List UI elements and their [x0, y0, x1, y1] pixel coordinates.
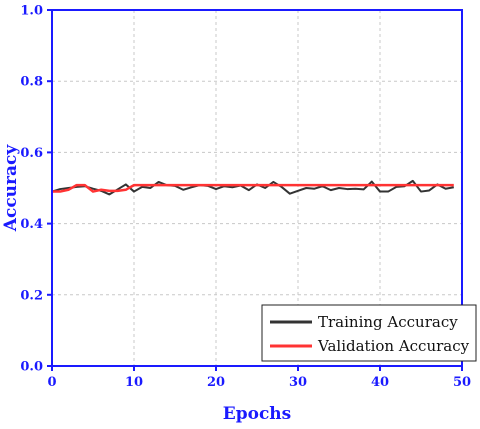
- y-axis-title: Accuracy: [1, 144, 21, 233]
- legend-label-validation: Validation Accuracy: [317, 337, 470, 355]
- y-tick-label: 0.2: [20, 288, 43, 303]
- y-tick-label: 0.6: [20, 146, 43, 161]
- series-line-validation: [52, 183, 454, 193]
- y-tick-label: 0.8: [20, 75, 43, 90]
- series-line-training: [51, 179, 454, 196]
- legend-label-training: Training Accuracy: [318, 313, 458, 331]
- x-tick-label: 40: [371, 375, 389, 390]
- x-tick-label: 30: [289, 375, 307, 390]
- legend: Training Accuracy Validation Accuracy: [261, 304, 477, 362]
- y-tick-label: 0.4: [20, 217, 43, 232]
- plot-frame: [51, 9, 463, 367]
- x-tick-label: 0: [47, 375, 56, 390]
- tick-layer: 0 10 20 30 40 50 0.0 0.2 0.4 0.6 0.8 1.0: [20, 4, 471, 391]
- legend-box: [261, 304, 477, 362]
- x-tick-label: 20: [207, 375, 225, 390]
- x-tick-label: 50: [453, 375, 471, 390]
- x-axis-title: Epochs: [223, 404, 291, 424]
- y-tick-label: 1.0: [20, 4, 43, 19]
- y-tick-label: 0.0: [20, 360, 43, 375]
- series-layer: [51, 179, 454, 196]
- x-tick-label: 10: [125, 375, 143, 390]
